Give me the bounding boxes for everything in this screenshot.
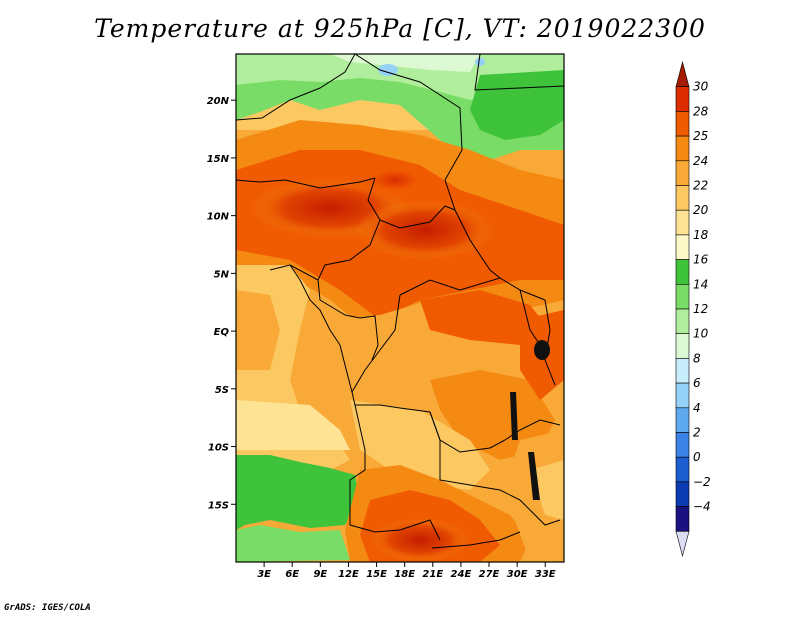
lakes — [510, 340, 550, 500]
colorbar-swatch — [675, 86, 690, 112]
map-frame — [235, 53, 565, 563]
chart-title: Temperature at 925hPa [C], VT: 201902230… — [94, 14, 706, 43]
colorbar-swatch — [675, 407, 690, 433]
lon-tick-label: 6E — [285, 569, 299, 580]
lat-tick-label: 20N — [207, 96, 230, 107]
lon-tick-label: 33E — [535, 569, 556, 580]
colorbar-swatch — [675, 135, 690, 162]
lon-tick-label: 9E — [313, 569, 327, 580]
temperature-field — [236, 54, 564, 562]
colorbar-swatch — [675, 308, 690, 335]
lat-tick-label: 10S — [208, 443, 229, 454]
colorbar-label: 28 — [693, 104, 709, 118]
lat-tick-label: 10N — [207, 212, 230, 223]
colorbar-swatch — [675, 60, 690, 87]
colorbar-swatch — [675, 333, 690, 359]
colorbar-label: 22 — [693, 179, 708, 193]
colorbar-swatch — [675, 358, 690, 384]
colorbar-swatch — [675, 456, 690, 483]
lon-tick-label: 12E — [338, 569, 359, 580]
colorbar-label: 6 — [693, 376, 701, 390]
colorbar-label: 0 — [693, 450, 701, 464]
colorbar-swatch — [675, 506, 690, 532]
colorbar-swatch — [675, 185, 690, 211]
colorbar-label: 12 — [693, 302, 708, 316]
colorbar-label: 24 — [693, 154, 708, 168]
colorbar-swatch — [675, 209, 690, 236]
lat-tick-label: EQ — [214, 327, 230, 338]
colorbar-label: 30 — [693, 80, 709, 94]
colorbar-label: 14 — [693, 277, 708, 291]
lon-tick-label: 3E — [257, 569, 271, 580]
colorbar-label: 4 — [693, 401, 701, 415]
lon-tick-label: 18E — [394, 569, 415, 580]
colorbar-label: 8 — [693, 351, 701, 365]
lat-tick-label: 15N — [207, 154, 230, 165]
grads-credit: GrADS: IGES/COLA — [4, 603, 91, 613]
colorbar-label: 16 — [693, 253, 709, 267]
colorbar-label: 18 — [693, 228, 709, 242]
lat-tick-label: 5S — [215, 385, 229, 396]
colorbar-swatch — [675, 530, 690, 558]
colorbar-label: 10 — [693, 327, 709, 341]
colorbar-swatch — [675, 382, 690, 409]
colorbar-swatch — [675, 111, 690, 137]
colorbar-label: 20 — [693, 203, 709, 217]
longitude-axis: 3E 6E 9E 12E 15E 18E 21E 24E 27E 30E 33E — [257, 562, 556, 580]
lon-tick-label: 24E — [451, 569, 472, 580]
lon-tick-label: 21E — [422, 569, 443, 580]
colorbar-label: 2 — [693, 426, 701, 440]
colorbar-label: −4 — [693, 500, 711, 514]
lat-tick-label: 5N — [214, 269, 230, 280]
colorbar-swatch — [675, 283, 690, 310]
lon-tick-label: 15E — [366, 569, 387, 580]
colorbar-swatch — [675, 234, 690, 260]
latitude-axis: 20N 15N 10N 5N EQ 5S 10S 15S — [207, 96, 236, 511]
colorbar-swatch — [675, 481, 690, 507]
colorbar-label: −2 — [693, 475, 711, 489]
lat-tick-label: 15S — [208, 500, 229, 511]
colorbar-swatch — [675, 432, 690, 458]
colorbar-swatch — [675, 259, 690, 285]
lon-tick-label: 30E — [507, 569, 528, 580]
colorbar-swatch — [675, 160, 690, 186]
colorbar-label: 25 — [693, 129, 708, 143]
lon-tick-label: 27E — [479, 569, 500, 580]
